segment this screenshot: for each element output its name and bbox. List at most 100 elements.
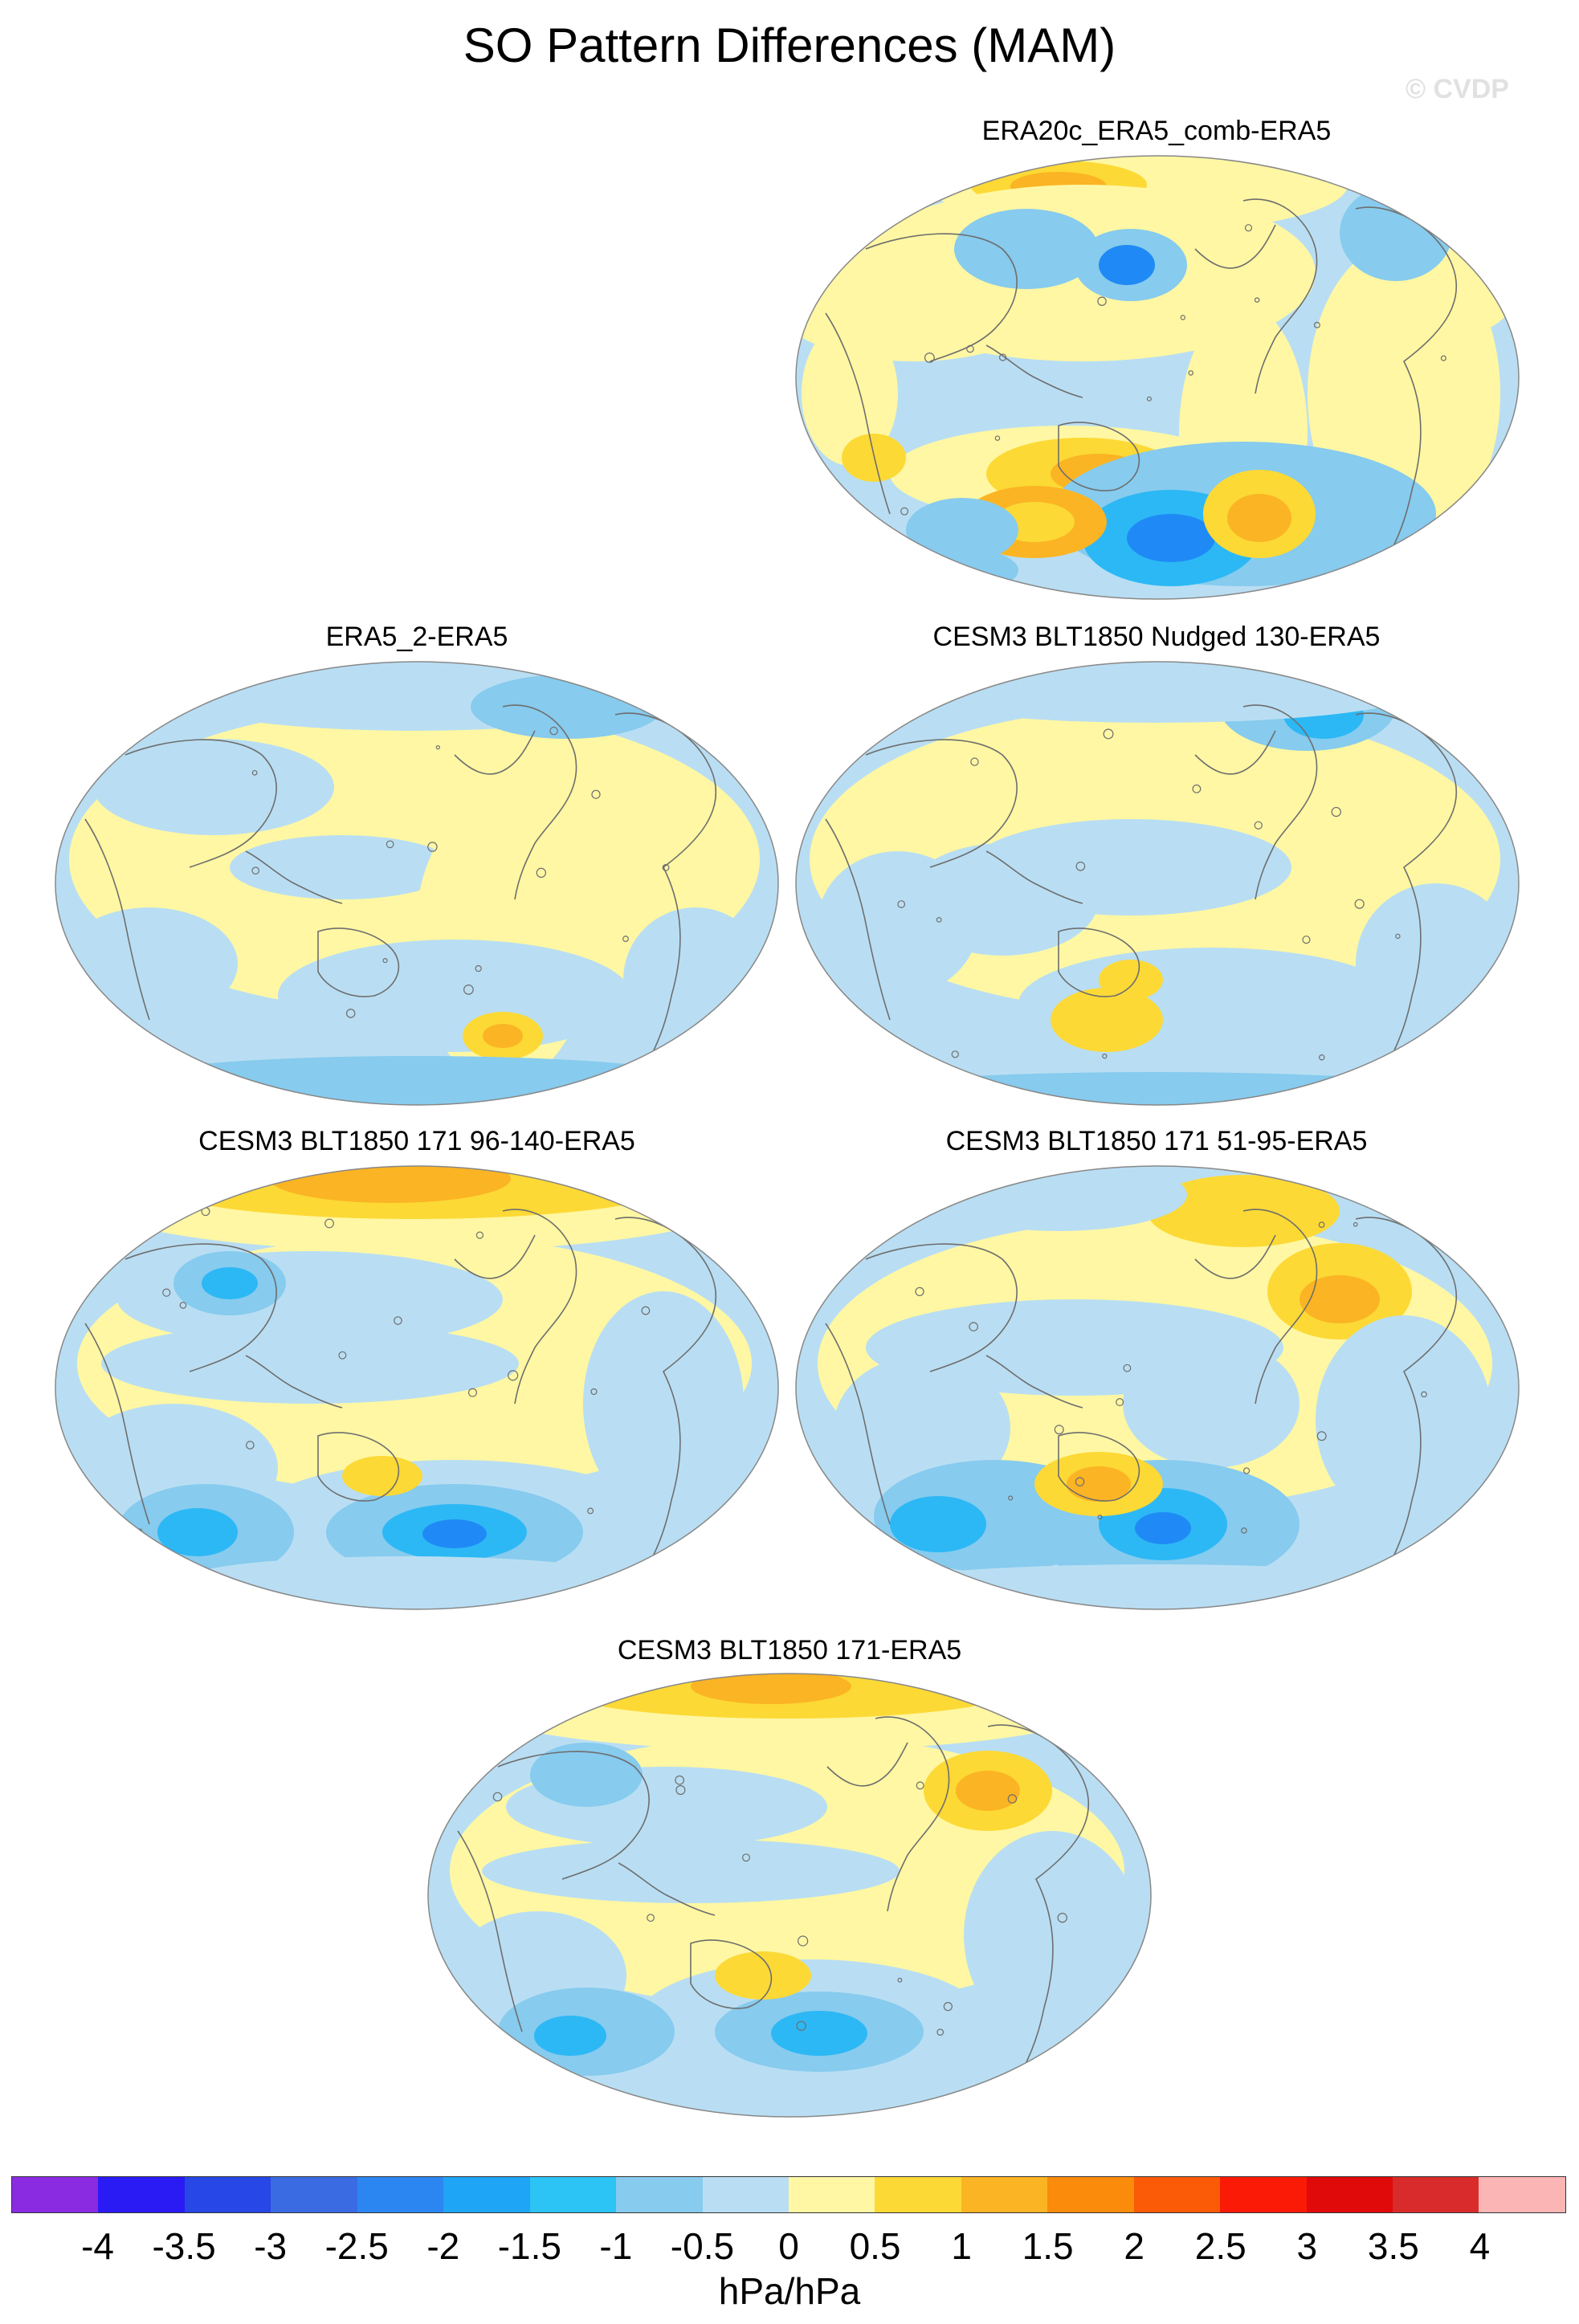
island-outline xyxy=(587,1507,594,1515)
island-outline xyxy=(897,1977,903,1983)
colorbar-swatch xyxy=(1133,2177,1221,2212)
island-outline xyxy=(1075,1477,1085,1486)
field-contour xyxy=(771,2011,867,2056)
island-outline xyxy=(798,1935,809,1947)
field-contour xyxy=(1099,245,1155,285)
field-contour xyxy=(230,835,455,899)
field-contour xyxy=(278,940,631,1052)
coastline xyxy=(84,1323,150,1525)
island-outline xyxy=(590,1388,598,1396)
map-border xyxy=(55,1165,779,1610)
island-outline xyxy=(536,867,547,879)
field-contour xyxy=(538,2073,1020,2117)
colorbar-swatch xyxy=(1393,2177,1479,2212)
island-outline xyxy=(936,917,942,923)
field-contour xyxy=(182,1556,631,1604)
island-outline xyxy=(1188,370,1194,376)
field-contour xyxy=(1340,185,1452,281)
map-panel-2 xyxy=(53,658,781,1108)
island-outline xyxy=(246,1441,255,1449)
coastline xyxy=(124,739,277,868)
island-outline xyxy=(463,984,474,995)
island-outline xyxy=(1192,784,1202,793)
field-contour xyxy=(1051,988,1163,1052)
island-outline xyxy=(943,2002,953,2012)
coastline xyxy=(987,1724,1089,2097)
coastline xyxy=(1194,1234,1276,1279)
colorbar-swatch xyxy=(875,2177,961,2212)
colorbar-tick-label: -3.5 xyxy=(152,2225,216,2267)
island-outline xyxy=(970,757,979,766)
island-outline xyxy=(1254,297,1260,303)
colorbar-swatch xyxy=(616,2177,703,2212)
coastline xyxy=(1058,1432,1140,1502)
field-contour xyxy=(534,2016,606,2056)
map-panel-4 xyxy=(53,1163,781,1613)
coastline xyxy=(985,850,1083,904)
coastline xyxy=(1194,224,1276,269)
field-contour xyxy=(802,321,898,466)
island-outline xyxy=(994,435,1001,441)
colorbar-swatch xyxy=(443,2177,530,2212)
colorbar-tick-label: 0.5 xyxy=(849,2225,901,2267)
coastline xyxy=(875,1716,950,1912)
field-contour xyxy=(1067,1466,1131,1502)
island-outline xyxy=(1116,1398,1124,1406)
colorbar-tick-label: 4 xyxy=(1469,2225,1491,2267)
coastline xyxy=(865,1243,1018,1372)
colorbar-swatch xyxy=(357,2177,444,2212)
field-contour xyxy=(1316,1315,1492,1524)
island-outline xyxy=(1243,1467,1251,1474)
island-outline xyxy=(641,1306,651,1315)
colorbar-swatch xyxy=(1306,2177,1393,2212)
coastline xyxy=(245,1355,343,1409)
coastline xyxy=(502,704,577,900)
colorbar-swatch xyxy=(788,2177,875,2212)
panel-title-6: CESM3 BLT1850 171-ERA5 xyxy=(617,1635,962,1666)
island-outline xyxy=(251,769,258,776)
coastline xyxy=(1194,730,1276,775)
coastline xyxy=(317,928,400,997)
island-outline xyxy=(1075,861,1086,871)
panel-title-3: CESM3 BLT1850 Nudged 130-ERA5 xyxy=(932,622,1381,652)
island-outline xyxy=(1180,315,1186,320)
island-outline xyxy=(675,1785,686,1796)
colorbar-swatch xyxy=(184,2177,271,2212)
field-contour xyxy=(1099,960,1163,1000)
field-contour xyxy=(1135,1512,1191,1544)
island-outline xyxy=(345,1009,356,1018)
island-outline xyxy=(1123,1364,1132,1372)
island-outline xyxy=(492,1792,503,1802)
island-outline xyxy=(796,2020,806,2031)
island-outline xyxy=(427,842,438,852)
island-outline xyxy=(1008,1495,1014,1501)
map-border xyxy=(795,1165,1520,1610)
colorbar-tick-label: 2 xyxy=(1124,2225,1145,2267)
colorbar-units: hPa/hPa xyxy=(718,2270,861,2312)
island-outline xyxy=(741,1853,750,1862)
island-outline xyxy=(1146,396,1152,402)
island-outline xyxy=(1302,936,1311,944)
island-outline xyxy=(394,1316,402,1325)
field-contour xyxy=(482,1839,900,1903)
island-outline xyxy=(1319,1054,1325,1061)
field-contour xyxy=(818,851,978,996)
field-contour xyxy=(157,1508,238,1556)
island-outline xyxy=(916,1781,924,1790)
island-outline xyxy=(969,1322,978,1331)
coastline xyxy=(1058,928,1140,997)
island-outline xyxy=(924,353,935,363)
colorbar-tick-label: 1.5 xyxy=(1022,2225,1074,2267)
colorbar-tick-label: -4 xyxy=(81,2225,114,2267)
island-outline xyxy=(951,1050,959,1058)
island-outline xyxy=(386,840,394,849)
island-outline xyxy=(382,958,388,964)
island-outline xyxy=(467,1388,477,1397)
island-outline xyxy=(675,1775,685,1785)
coastline xyxy=(457,1830,523,2032)
colorbar-tick-label: -3 xyxy=(254,2225,288,2267)
island-outline xyxy=(936,2028,945,2036)
colorbar-swatch xyxy=(961,2177,1048,2212)
coastline xyxy=(245,850,343,904)
field-contour xyxy=(342,1456,422,1496)
